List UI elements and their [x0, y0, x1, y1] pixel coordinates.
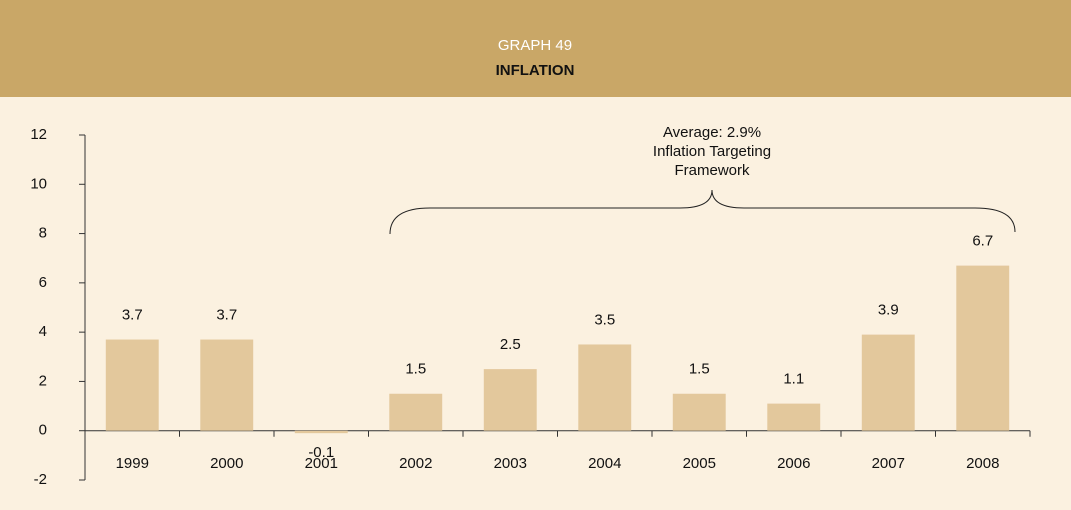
bar	[105, 339, 159, 431]
chart-title: GRAPH 49	[498, 37, 572, 54]
data-label: 3.5	[594, 311, 615, 328]
header-band	[0, 0, 1071, 97]
x-tick-label: 2006	[777, 455, 810, 472]
x-tick-label: 2004	[588, 455, 621, 472]
data-label: 1.5	[689, 361, 710, 378]
bar	[672, 393, 726, 431]
bar	[956, 265, 1010, 431]
annotation: Framework	[674, 162, 750, 179]
bar	[578, 344, 632, 431]
data-label: -0.1	[308, 444, 334, 461]
y-tick-label: 4	[39, 323, 47, 340]
data-label: 3.7	[122, 307, 143, 324]
bar	[861, 334, 915, 431]
data-label: 3.9	[878, 302, 899, 319]
y-tick-label: -2	[34, 471, 47, 488]
y-tick-label: 8	[39, 225, 47, 242]
bar	[389, 393, 443, 431]
x-tick-label: 2008	[966, 455, 999, 472]
y-tick-label: 12	[30, 126, 47, 143]
x-tick-label: 2000	[210, 455, 243, 472]
x-tick-label: 1999	[116, 455, 149, 472]
bar	[200, 339, 254, 431]
annotation: Average: 2.9%	[663, 124, 761, 141]
annotation: Inflation Targeting	[653, 143, 771, 160]
data-label: 1.5	[405, 361, 426, 378]
data-label: 6.7	[972, 233, 993, 250]
bar	[483, 369, 537, 431]
y-tick-label: 2	[39, 372, 47, 389]
x-tick-label: 2003	[494, 455, 527, 472]
data-label: 1.1	[783, 371, 804, 388]
data-label: 3.7	[216, 307, 237, 324]
chart-subtitle: INFLATION	[496, 62, 575, 79]
y-tick-label: 0	[39, 422, 47, 439]
bar	[767, 403, 821, 431]
y-tick-label: 6	[39, 274, 47, 291]
brace	[389, 189, 1016, 235]
x-tick-label: 2002	[399, 455, 432, 472]
y-tick-label: 10	[30, 175, 47, 192]
x-tick-label: 2001	[305, 455, 338, 472]
data-label: 2.5	[500, 336, 521, 353]
bar	[294, 430, 348, 434]
x-tick-label: 2005	[683, 455, 716, 472]
x-tick-label: 2007	[872, 455, 905, 472]
